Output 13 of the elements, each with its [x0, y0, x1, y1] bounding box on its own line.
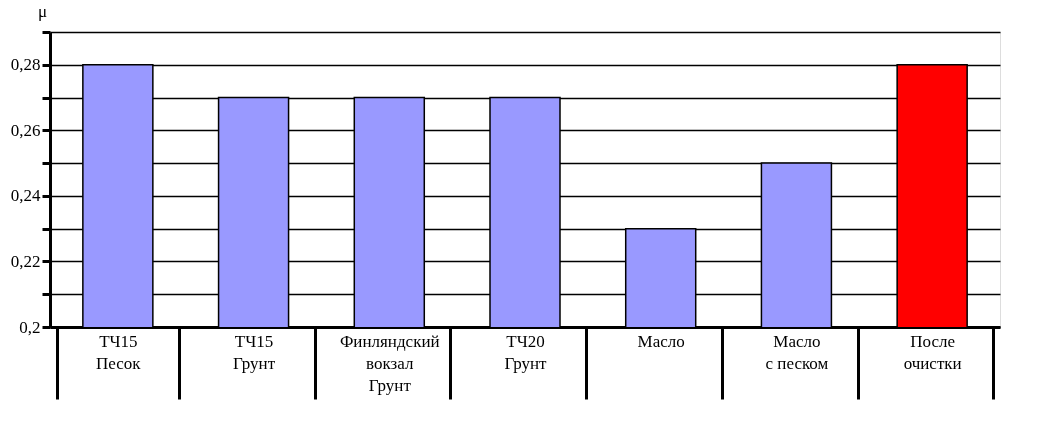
x-tick-label: После очистки — [903, 331, 962, 373]
y-tick-label: 0,24 — [10, 186, 41, 206]
y-axis-title: μ — [37, 1, 48, 21]
y-tick-label: 0,26 — [10, 120, 41, 140]
x-tick-label: Финляндский вокзал Грунт — [339, 331, 440, 395]
x-tick-label: ТЧ20 Грунт — [504, 331, 548, 373]
y-tick-label: 0,22 — [10, 251, 41, 271]
x-tick-label: ТЧ15 Песок — [96, 331, 142, 373]
x-tick-label: Масло с песком — [765, 331, 829, 373]
x-tick-label: Масло — [637, 331, 685, 351]
x-tick-label: ТЧ15 Грунт — [233, 331, 276, 373]
y-tick-label: 0,28 — [10, 55, 41, 75]
y-tick-label: 0,2 — [19, 317, 41, 337]
